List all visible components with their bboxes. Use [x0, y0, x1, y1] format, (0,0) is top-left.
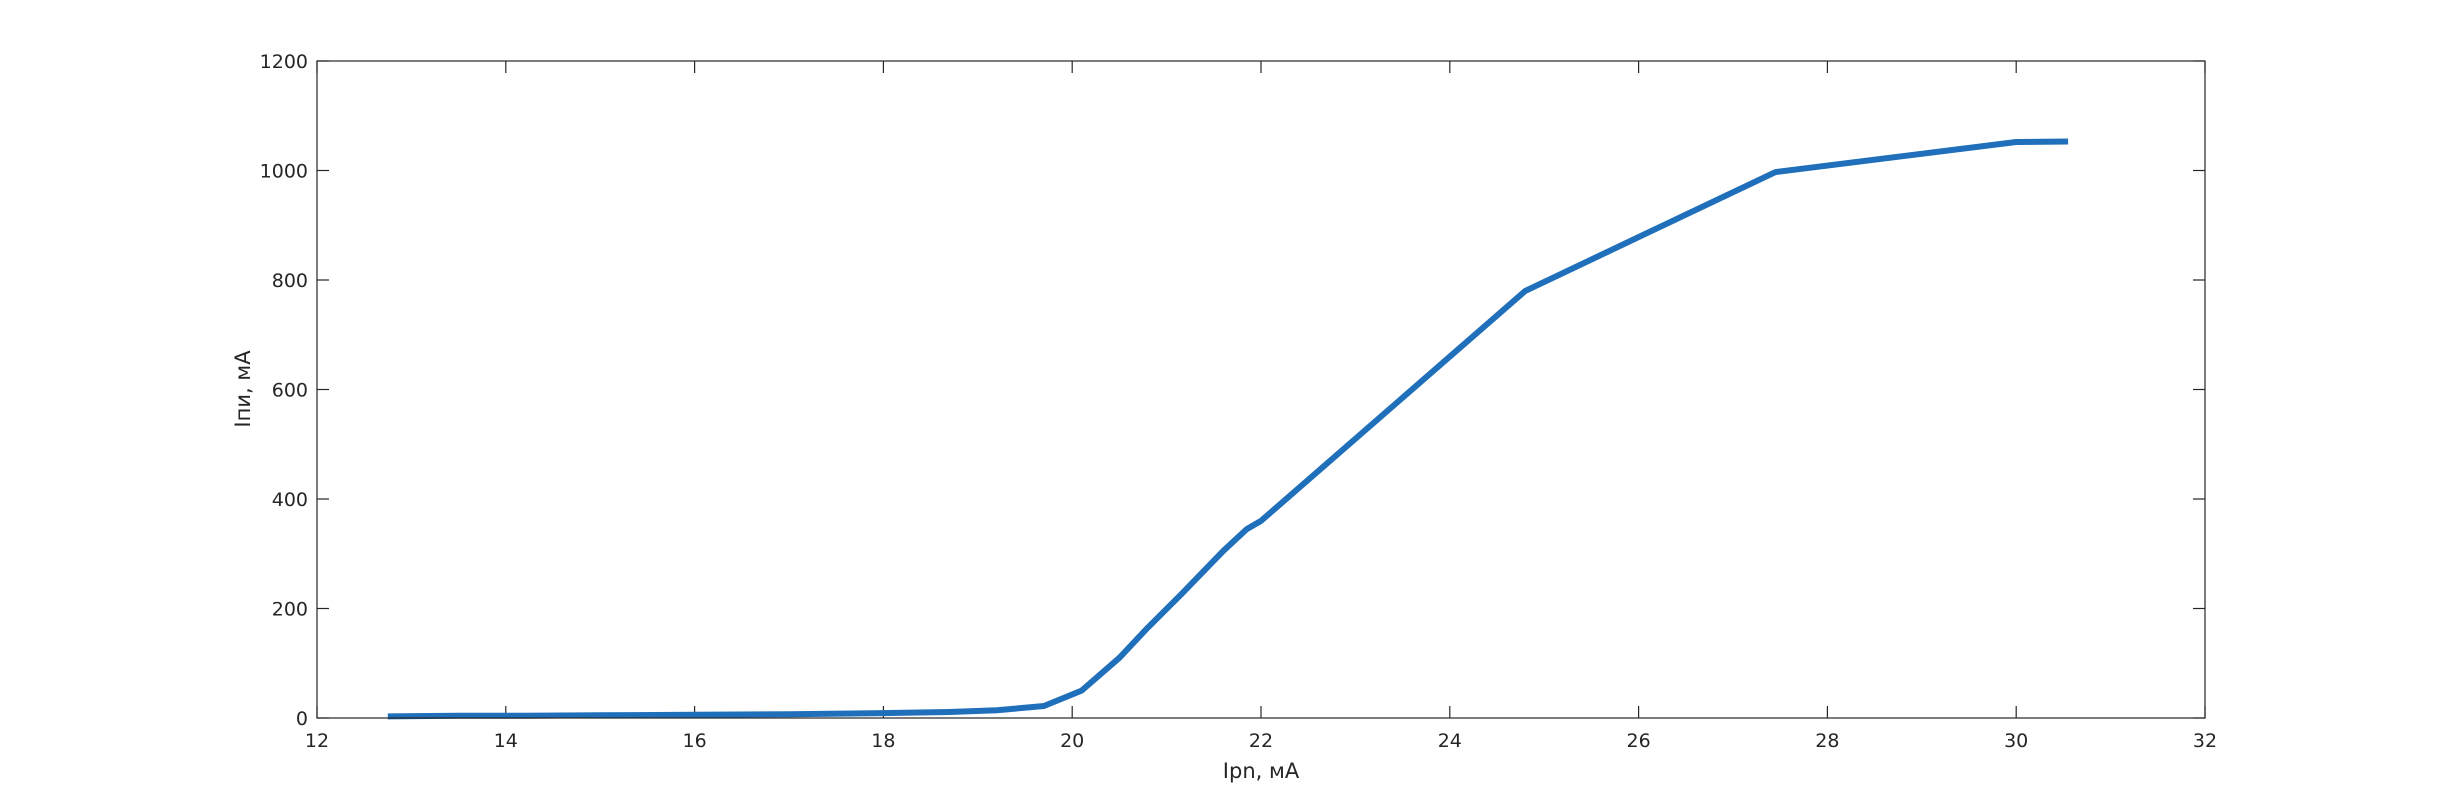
data-series-line [387, 138, 2069, 720]
y-tick-label: 1200 [260, 51, 308, 73]
y-tick-label: 800 [272, 270, 308, 292]
y-tick-label: 0 [296, 708, 308, 730]
y-tick-label: 1000 [260, 161, 308, 183]
x-tick-label: 24 [1438, 730, 1462, 752]
x-tick-label: 14 [494, 730, 518, 752]
y-axis-label: Iпи, мА [231, 350, 255, 428]
y-tick-label: 400 [272, 489, 308, 511]
y-tick-label: 200 [272, 599, 308, 621]
x-tick-label: 16 [683, 730, 707, 752]
plot-frame [316, 60, 2206, 719]
x-tick-label: 22 [1249, 730, 1273, 752]
x-tick-label: 18 [871, 730, 895, 752]
x-tick-label: 20 [1060, 730, 1084, 752]
y-tick-label: 600 [272, 380, 308, 402]
x-tick-label: 30 [2004, 730, 2028, 752]
x-tick-label: 32 [2193, 730, 2217, 752]
x-tick-label: 28 [1815, 730, 1839, 752]
x-axis-label: Ipn, мА [1223, 759, 1300, 783]
plot-area [317, 61, 2205, 718]
x-tick-label: 26 [1627, 730, 1651, 752]
x-tick-label: 12 [305, 730, 329, 752]
axis-tick-labels: 12 14 16 18 20 22 24 26 28 30 32 0 200 400 600 800 1000 1… [260, 51, 2217, 752]
